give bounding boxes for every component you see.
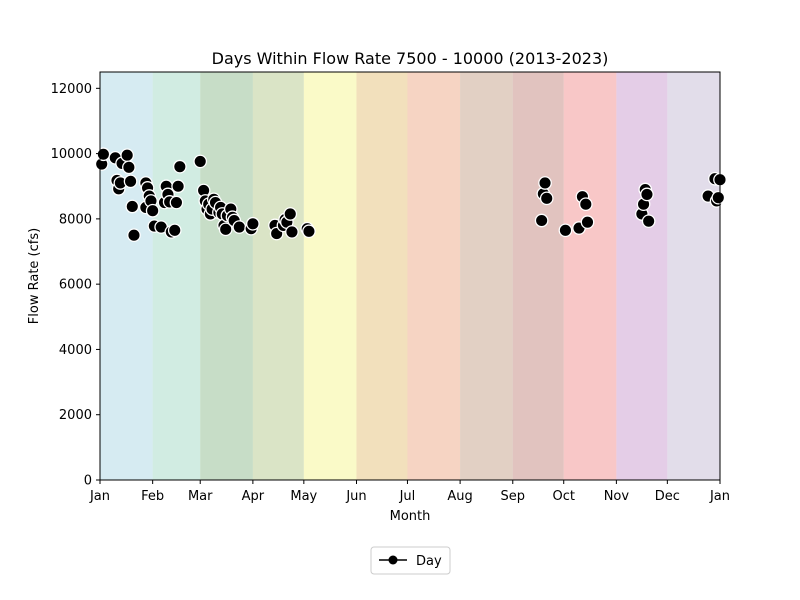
data-point xyxy=(125,199,140,214)
legend: Day xyxy=(370,546,451,575)
data-point xyxy=(640,187,654,202)
legend-label: Day xyxy=(416,554,442,569)
data-point xyxy=(711,190,726,205)
month-band-aug xyxy=(460,72,513,480)
month-band-jan xyxy=(100,72,153,480)
data-points xyxy=(94,147,727,243)
x-tick-label: Nov xyxy=(604,489,630,504)
data-point xyxy=(302,224,316,239)
data-point xyxy=(539,191,554,206)
data-point xyxy=(193,154,208,169)
data-point xyxy=(578,197,593,212)
data-point xyxy=(167,223,182,238)
y-tick-label: 6000 xyxy=(59,278,92,293)
x-tick-label: Apr xyxy=(242,489,265,504)
x-tick-label: Jan xyxy=(89,489,110,504)
data-point xyxy=(123,174,138,189)
legend-marker-icon xyxy=(388,555,398,565)
y-tick-label: 8000 xyxy=(59,212,92,227)
data-point xyxy=(246,216,260,231)
y-tick-label: 4000 xyxy=(59,343,92,358)
x-tick-label: Aug xyxy=(447,489,472,504)
y-tick-label: 12000 xyxy=(51,82,92,97)
y-axis-label: Flow Rate (cfs) xyxy=(27,228,42,324)
month-band-oct xyxy=(563,72,617,480)
data-point xyxy=(218,222,233,237)
data-point xyxy=(580,215,595,229)
data-point xyxy=(285,225,299,239)
month-band-dec xyxy=(667,72,720,480)
y-tick-label: 0 xyxy=(84,474,92,489)
legend-box xyxy=(370,546,451,575)
x-tick-label: Jan xyxy=(709,489,730,504)
y-axis: 0 2000 4000 6000 8000 10000 12000 xyxy=(51,82,100,489)
x-tick-label: Mar xyxy=(188,489,213,504)
plot-frame xyxy=(99,71,721,481)
y-tick-label: 2000 xyxy=(59,408,92,423)
x-tick-label: May xyxy=(290,489,317,504)
data-point xyxy=(641,214,656,229)
month-band-feb xyxy=(152,72,201,480)
data-point xyxy=(538,176,552,190)
x-tick-label: Jun xyxy=(345,489,366,504)
data-point xyxy=(558,223,573,238)
month-band-sep xyxy=(512,72,564,480)
y-tick-label: 10000 xyxy=(51,147,92,162)
data-point xyxy=(534,213,549,228)
x-tick-label: Sep xyxy=(501,489,526,504)
data-point xyxy=(127,228,141,243)
data-point xyxy=(122,160,136,175)
data-point xyxy=(169,195,184,210)
data-point xyxy=(232,220,247,234)
x-axis: Jan Feb Mar Apr May Jun Jul Aug Sep Oct Nov Dec Jan xyxy=(89,480,730,504)
data-point xyxy=(171,179,185,194)
chart-title: Days Within Flow Rate 7500 - 10000 (2013… xyxy=(212,49,609,68)
data-point xyxy=(96,147,111,162)
month-band-mar xyxy=(200,72,253,480)
data-point xyxy=(120,148,135,163)
month-bands xyxy=(100,72,720,480)
x-tick-label: Oct xyxy=(552,489,574,504)
x-tick-label: Dec xyxy=(655,489,680,504)
x-axis-label: Month xyxy=(390,509,431,524)
month-band-may xyxy=(303,72,357,480)
month-band-jul xyxy=(407,72,461,480)
x-tick-label: Jul xyxy=(399,489,416,504)
data-point xyxy=(145,203,160,218)
data-point xyxy=(172,159,187,174)
x-tick-label: Feb xyxy=(141,489,164,504)
month-band-nov xyxy=(616,72,668,480)
data-point xyxy=(283,207,298,221)
month-band-jun xyxy=(356,72,408,480)
month-band-apr xyxy=(252,72,304,480)
